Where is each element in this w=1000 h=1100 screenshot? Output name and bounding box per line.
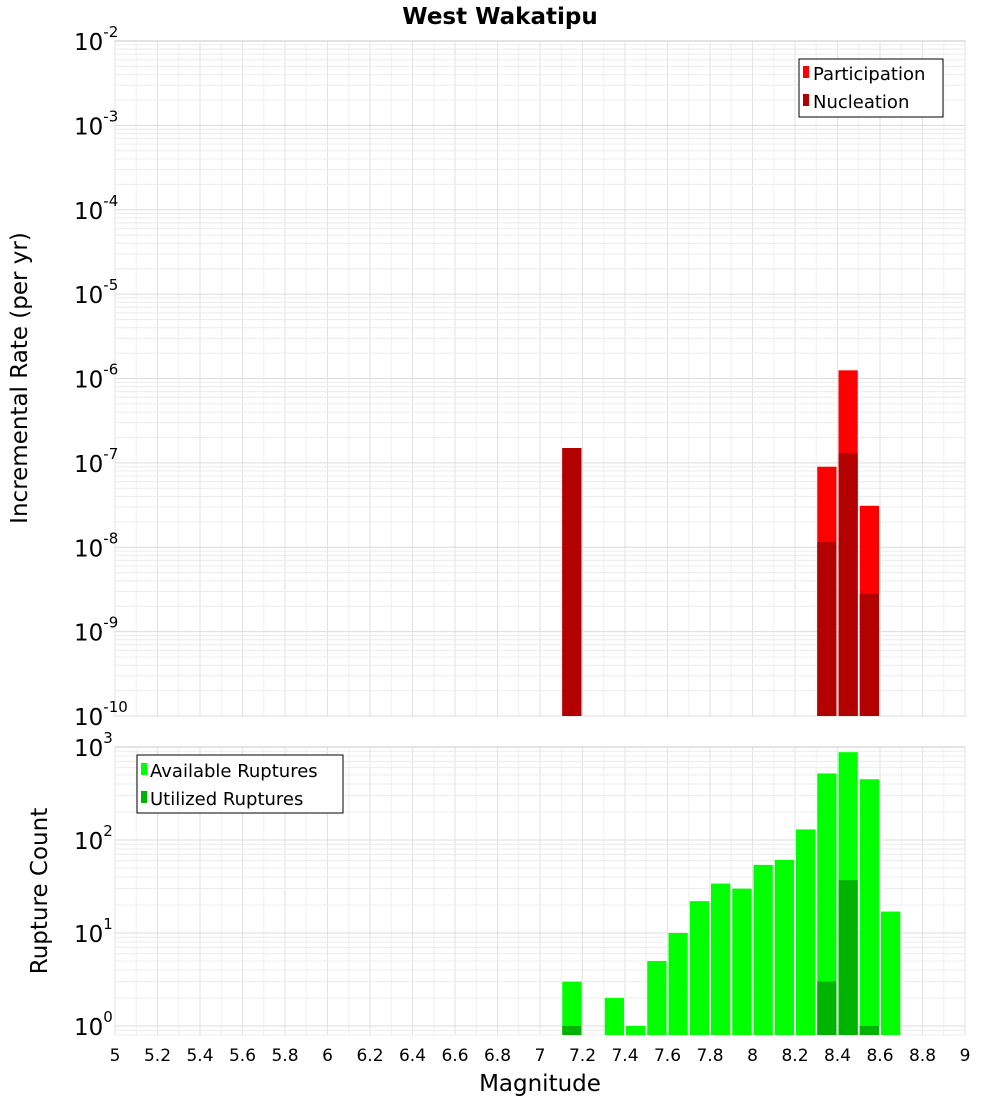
bar-utilized-ruptures [859, 1025, 879, 1035]
count-panel: 100 101 102 103 5 5.2 5.4 5.6 5.8 6 6.2 6.4 6.6 6.8 7… [27, 729, 970, 1097]
rate-y-tick-label: 10-4 [74, 192, 118, 225]
x-tick-label: 8.6 [866, 1046, 893, 1066]
bar-available-ruptures [881, 911, 901, 1035]
x-tick-label: 5.2 [144, 1046, 171, 1066]
rate-y-axis-label: Incremental Rate (per yr) [7, 232, 33, 524]
bar-available-ruptures [732, 888, 752, 1035]
x-tick-label: 5 [110, 1046, 121, 1066]
x-tick-label: 6.2 [356, 1046, 383, 1066]
rate-y-tick-label: 10-10 [74, 698, 128, 731]
legend-label-available: Available Ruptures [150, 761, 318, 782]
bar-available-ruptures [668, 932, 688, 1035]
bar-available-ruptures [647, 960, 667, 1035]
rate-gridlines [114, 41, 966, 717]
chart-title: West Wakatipu [402, 4, 597, 30]
x-tick-label: 5.8 [271, 1046, 298, 1066]
x-tick-label: 6.6 [441, 1046, 468, 1066]
rate-y-tick-label: 10-7 [74, 445, 118, 478]
rate-y-tick-label: 10-2 [74, 23, 118, 56]
x-tick-label: 7.6 [654, 1046, 681, 1066]
rate-y-tick-label: 10-8 [74, 529, 118, 562]
x-tick-label: 5.6 [229, 1046, 256, 1066]
legend-swatch-nucleation [803, 94, 809, 106]
x-tick-label: 7.4 [611, 1046, 638, 1066]
x-tick-label: 5.4 [186, 1046, 213, 1066]
rate-legend: Participation Nucleation [798, 58, 944, 118]
legend-swatch-available [141, 763, 147, 775]
x-tick-label: 7.8 [696, 1046, 723, 1066]
rate-panel: 10-10 10-9 10-8 10-7 10-6 10-5 10-4 10-3 10-2 In… [7, 23, 966, 731]
bar-available-ruptures [774, 859, 794, 1035]
bar-available-ruptures [817, 773, 837, 1035]
count-y-tick-label: 102 [74, 822, 113, 855]
x-axis-label: Magnitude [479, 1071, 601, 1097]
count-y-tick-label: 100 [74, 1008, 113, 1041]
rate-y-tick-label: 10-9 [74, 614, 118, 647]
count-legend: Available Ruptures Utilized Ruptures [136, 754, 344, 814]
legend-label-participation: Participation [813, 64, 925, 85]
x-tick-label: 8.4 [824, 1046, 851, 1066]
rate-y-tick-label: 10-5 [74, 276, 118, 309]
x-tick-label: 6 [322, 1046, 333, 1066]
bar-available-ruptures [562, 981, 582, 1035]
x-tick-label: 8.8 [909, 1046, 936, 1066]
x-tick-label: 7.2 [569, 1046, 596, 1066]
count-y-tick-label: 101 [74, 915, 113, 948]
count-bars [562, 752, 901, 1035]
x-tick-label: 6.4 [399, 1046, 426, 1066]
rate-y-tick-label: 10-3 [74, 107, 118, 140]
rate-y-tick-label: 10-6 [74, 361, 118, 394]
bar-available-ruptures [689, 901, 709, 1035]
legend-swatch-participation [803, 66, 809, 78]
rate-y-ticks: 10-10 10-9 10-8 10-7 10-6 10-5 10-4 10-3 10-2 [74, 23, 128, 731]
count-y-tick-label: 103 [74, 729, 113, 762]
bar-available-ruptures [711, 883, 731, 1035]
count-x-ticks: 5 5.2 5.4 5.6 5.8 6 6.2 6.4 6.6 6.8 7 7.2 7.4 7.6 7.8 8… [110, 1046, 971, 1066]
bar-nucleation [838, 453, 858, 716]
bar-nucleation [817, 542, 837, 716]
legend-label-nucleation: Nucleation [813, 92, 909, 113]
rate-bars [562, 370, 879, 716]
bar-nucleation [562, 448, 582, 716]
bar-available-ruptures [859, 779, 879, 1035]
x-tick-label: 8.2 [781, 1046, 808, 1066]
bar-utilized-ruptures [838, 880, 858, 1035]
legend-swatch-utilized [141, 791, 147, 803]
bar-available-ruptures [753, 864, 773, 1035]
legend-label-utilized: Utilized Ruptures [150, 789, 303, 810]
bar-available-ruptures [796, 829, 816, 1035]
bar-utilized-ruptures [562, 1025, 582, 1035]
x-tick-label: 7 [535, 1046, 546, 1066]
count-y-axis-label: Rupture Count [27, 808, 53, 974]
count-y-ticks: 100 101 102 103 [74, 729, 113, 1041]
bar-utilized-ruptures [817, 981, 837, 1035]
bar-nucleation [859, 593, 879, 716]
bar-available-ruptures [626, 1025, 646, 1035]
x-tick-label: 8 [747, 1046, 758, 1066]
x-tick-label: 9 [960, 1046, 971, 1066]
bar-available-ruptures [604, 997, 624, 1035]
x-tick-label: 6.8 [484, 1046, 511, 1066]
